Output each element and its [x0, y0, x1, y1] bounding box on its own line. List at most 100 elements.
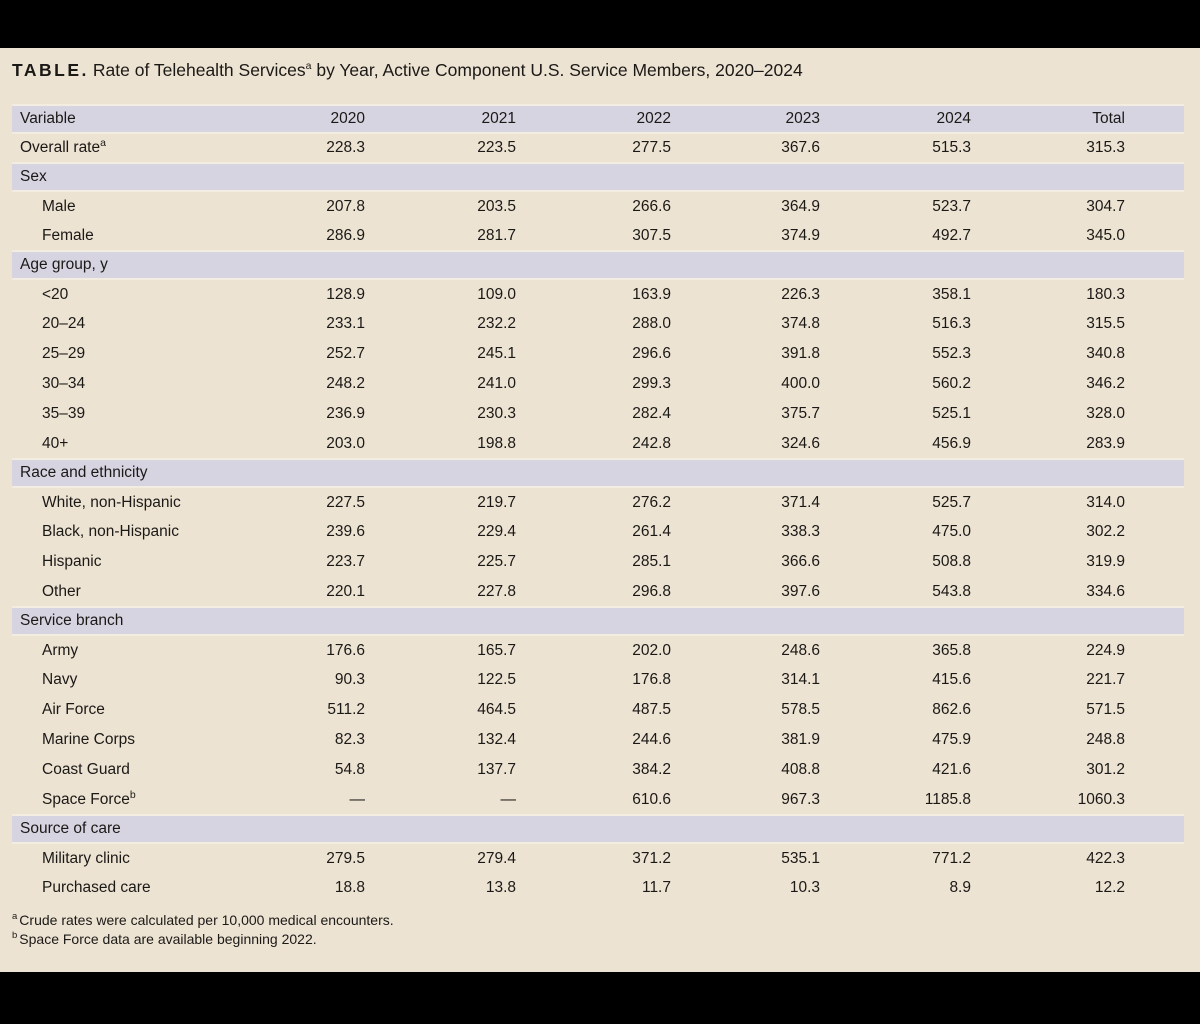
value-cell: 282.4 [632, 405, 671, 422]
value-cell: 11.7 [641, 879, 671, 896]
value-cell: 384.2 [632, 761, 671, 778]
value-cell: 400.0 [781, 375, 820, 392]
value-cell: 408.8 [781, 761, 820, 778]
value-cell: 487.5 [632, 701, 671, 718]
value-cell: 967.3 [781, 790, 820, 808]
value-cell: — [500, 790, 517, 808]
value-cell: 456.9 [932, 434, 971, 452]
table-row: Marine Corps 82.3 132.4 244.6 381.9 475.9 248.… [12, 725, 1184, 755]
row-label: Navy [42, 671, 78, 688]
value-cell: 109.0 [477, 285, 516, 303]
row-label: 35–39 [42, 405, 86, 422]
value-cell: 340.8 [1086, 345, 1125, 362]
value-cell: 552.3 [932, 345, 971, 362]
value-cell: 239.6 [326, 523, 365, 540]
value-cell: 422.3 [1086, 849, 1125, 867]
table-row: Space Forceb — — 610.6 967.3 1185.8 1060.3 [12, 785, 1184, 815]
table-title-rest: by Year, Active Component U.S. Service M… [311, 60, 803, 80]
row-label: Purchased care [42, 879, 151, 896]
value-cell: 771.2 [932, 849, 971, 867]
section-label: Race and ethnicity [12, 458, 1184, 488]
value-cell: 371.2 [632, 849, 671, 867]
value-cell: 285.1 [632, 553, 671, 570]
value-cell: 578.5 [781, 701, 820, 718]
table-row: White, non-Hispanic 227.5 219.7 276.2 371.4 5… [12, 487, 1184, 517]
value-cell: 535.1 [781, 849, 820, 867]
footnote-a-text: Crude rates were calculated per 10,000 m… [19, 912, 394, 928]
value-cell: 1060.3 [1077, 790, 1125, 808]
table-row: Purchased care 18.8 13.8 11.7 10.3 8.9 12.2 [12, 873, 1184, 903]
row-label: Space Forceb [42, 788, 136, 808]
value-cell: 228.3 [326, 139, 365, 156]
table-row: Female 286.9 281.7 307.5 374.9 492.7 345.0 [12, 221, 1184, 251]
value-cell: 242.8 [632, 434, 671, 452]
section-label: Service branch [12, 606, 1184, 636]
value-cell: 13.8 [485, 879, 516, 896]
value-cell: 236.9 [326, 405, 365, 422]
value-cell: 277.5 [632, 139, 671, 156]
table-row: Military clinic 279.5 279.4 371.2 535.1 771.2… [12, 843, 1184, 873]
value-cell: 464.5 [477, 701, 516, 718]
value-cell: 314.1 [781, 671, 820, 688]
value-cell: 374.8 [781, 315, 820, 332]
value-cell: 203.0 [326, 434, 365, 452]
value-cell: 176.8 [632, 671, 671, 688]
footnote-b: b Space Force data are available beginnin… [12, 930, 1188, 949]
value-cell: 82.3 [334, 731, 365, 748]
value-cell: 315.3 [1086, 139, 1125, 156]
section-label: Sex [12, 162, 1184, 192]
value-cell: 203.5 [477, 197, 516, 215]
table-title-main: Rate of Telehealth Services [92, 60, 306, 80]
table-row: 25–29 252.7 245.1 296.6 391.8 552.3 340.8 [12, 339, 1184, 369]
value-cell: 221.7 [1086, 671, 1125, 688]
table-row: Overall ratea 228.3 223.5 277.5 367.6 515.3 31… [12, 133, 1184, 163]
value-cell: 223.5 [477, 139, 516, 156]
row-label: White, non-Hispanic [42, 493, 181, 511]
value-cell: 492.7 [932, 226, 971, 244]
value-cell: 245.1 [477, 345, 516, 362]
table-header: Variable 2020 2021 2022 2023 2024 Total [12, 104, 1184, 134]
row-label: Army [42, 641, 79, 659]
table-row: Hispanic 223.7 225.7 285.1 366.6 508.8 319.9 [12, 547, 1184, 577]
value-cell: 525.7 [932, 493, 971, 511]
value-cell: 225.7 [477, 553, 516, 570]
section-row: Race and ethnicity [12, 458, 1184, 488]
value-cell: 227.5 [326, 493, 365, 511]
value-cell: 328.0 [1086, 405, 1125, 422]
value-cell: 397.6 [781, 582, 820, 600]
value-cell: 198.8 [477, 434, 516, 452]
value-cell: 252.7 [326, 345, 365, 362]
value-cell: 248.8 [1086, 731, 1125, 748]
value-cell: 334.6 [1086, 582, 1125, 600]
value-cell: 302.2 [1086, 523, 1125, 540]
value-cell: 571.5 [1086, 701, 1125, 718]
row-label: Overall ratea [20, 136, 106, 156]
value-cell: 543.8 [932, 582, 971, 600]
bottom-black-bar [0, 972, 1200, 1024]
value-cell: 315.5 [1086, 315, 1125, 332]
row-label: Hispanic [42, 553, 102, 570]
value-cell: 319.9 [1086, 553, 1125, 570]
row-label-superscript: a [100, 136, 106, 149]
value-cell: 90.3 [334, 671, 365, 688]
table-body: Overall ratea 228.3 223.5 277.5 367.6 515.3 31… [12, 133, 1184, 903]
table-header-row: Variable 2020 2021 2022 2023 2024 Total [12, 104, 1184, 134]
value-cell: 128.9 [326, 285, 365, 303]
value-cell: 367.6 [781, 139, 820, 156]
value-cell: 230.3 [477, 405, 516, 422]
value-cell: 523.7 [932, 197, 971, 215]
value-cell: 229.4 [477, 523, 516, 540]
value-cell: 324.6 [781, 434, 820, 452]
table-title-superscript: a [305, 60, 312, 73]
value-cell: 232.2 [477, 315, 516, 332]
value-cell: 122.5 [477, 671, 516, 688]
value-cell: 421.6 [932, 761, 971, 778]
value-cell: 364.9 [781, 197, 820, 215]
value-cell: 279.5 [326, 849, 365, 867]
value-cell: 304.7 [1086, 197, 1125, 215]
row-label: Coast Guard [42, 761, 130, 778]
row-label: 25–29 [42, 345, 86, 362]
value-cell: 227.8 [477, 582, 516, 600]
value-cell: 314.0 [1086, 493, 1125, 511]
